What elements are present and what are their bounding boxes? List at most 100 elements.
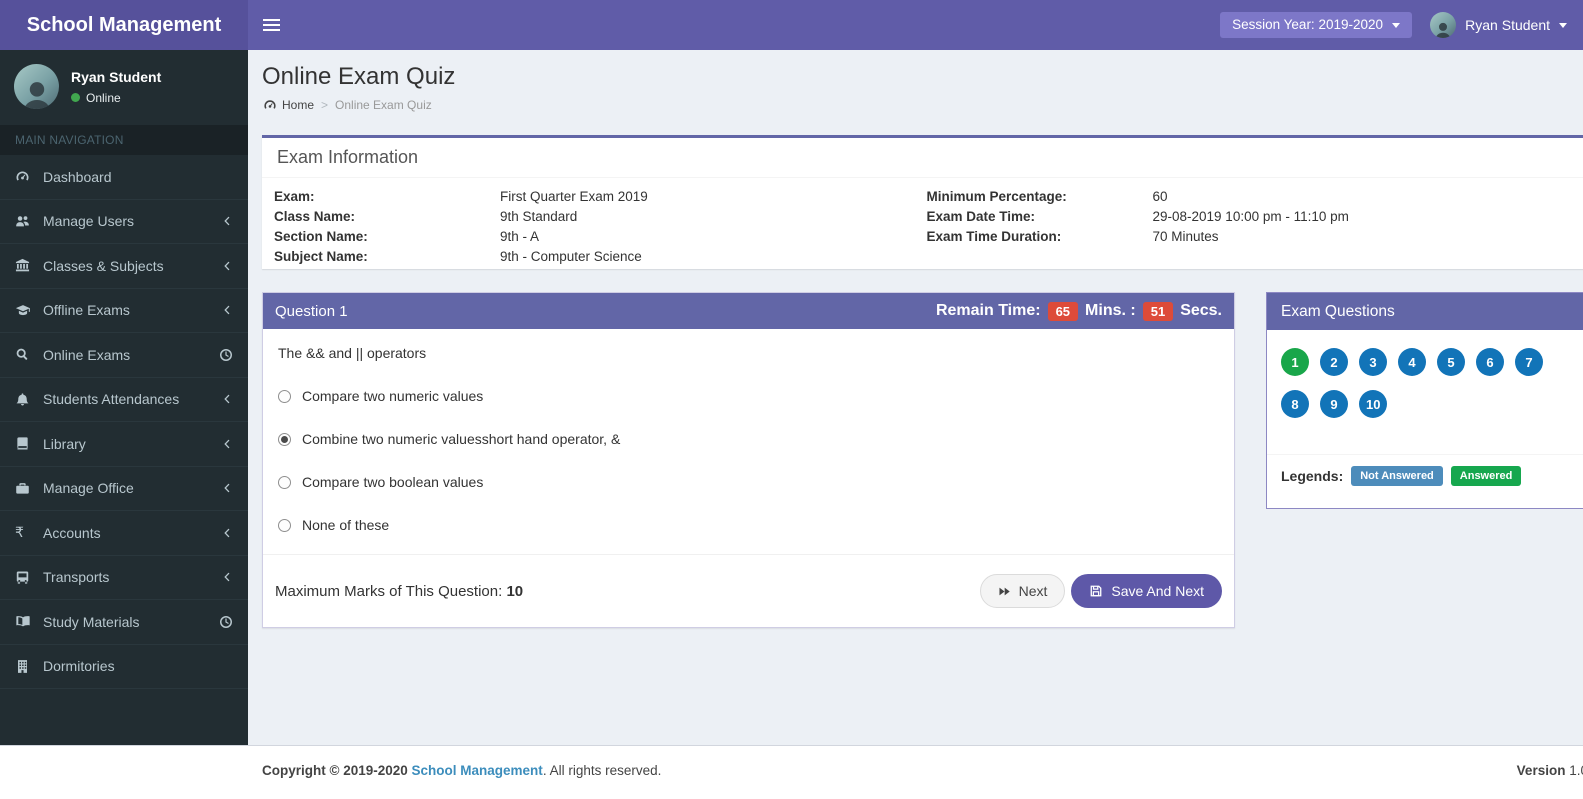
info-value: 9th - Computer Science	[500, 249, 642, 264]
question-number-button[interactable]: 4	[1398, 348, 1426, 376]
max-marks-label: Maximum Marks of This Question:	[275, 582, 503, 600]
legend-not-answered-badge: Not Answered	[1351, 466, 1443, 486]
copyright-suffix: . All rights reserved.	[542, 763, 662, 778]
sidebar-item-study-materials[interactable]: Study Materials	[0, 600, 248, 645]
exam-questions-panel: Exam Questions 1 2 3 4 5 6 7 8 9 10 Lege…	[1266, 292, 1583, 509]
radio-button[interactable]	[278, 475, 291, 489]
sidebar-item-offline-exams[interactable]: Offline Exams	[0, 289, 248, 333]
secs-label: Secs.	[1180, 302, 1222, 319]
sidebar-item-accounts[interactable]: ₹ Accounts	[0, 511, 248, 556]
answer-option[interactable]: Compare two boolean values	[278, 474, 1219, 490]
sidebar-item-classes-subjects[interactable]: Classes & Subjects	[0, 244, 248, 289]
sidebar-item-label: Manage Office	[43, 480, 134, 497]
session-year-dropdown[interactable]: Session Year: 2019-2020	[1220, 12, 1412, 38]
dashboard-icon	[263, 98, 277, 112]
radio-button[interactable]	[278, 518, 291, 532]
question-panel: Question 1 Remain Time: 65 Mins. : 51 Se…	[262, 292, 1235, 628]
breadcrumb-home-link[interactable]: Home	[263, 98, 314, 112]
breadcrumb-current: Online Exam Quiz	[335, 98, 432, 112]
version-label: Version	[1516, 763, 1566, 778]
exam-information-title: Exam Information	[262, 138, 1583, 178]
sidebar-item-online-exams[interactable]: Online Exams	[0, 333, 248, 378]
avatar	[14, 64, 59, 109]
breadcrumb-separator: >	[321, 98, 329, 112]
online-status-icon	[71, 93, 80, 102]
institution-icon	[15, 258, 43, 273]
users-icon	[15, 214, 43, 229]
search-icon	[15, 347, 43, 362]
chevron-left-icon	[221, 438, 233, 450]
version-value: 1.0	[1569, 763, 1583, 778]
exam-questions-title: Exam Questions	[1267, 293, 1583, 330]
bus-icon	[15, 570, 43, 585]
question-number-button[interactable]: 8	[1281, 390, 1309, 418]
answer-option[interactable]: None of these	[278, 517, 1219, 533]
question-number-button[interactable]: 1	[1281, 348, 1309, 376]
question-number-button[interactable]: 5	[1437, 348, 1465, 376]
sidebar-item-dormitories[interactable]: Dormitories	[0, 645, 248, 689]
answer-option[interactable]: Compare two numeric values	[278, 388, 1219, 404]
sidebar-item-library[interactable]: Library	[0, 422, 248, 467]
remain-time: Remain Time: 65 Mins. : 51 Secs.	[936, 301, 1222, 321]
sidebar-item-transports[interactable]: Transports	[0, 556, 248, 600]
radio-button[interactable]	[278, 432, 291, 446]
max-marks: Maximum Marks of This Question: 10	[275, 583, 523, 600]
sidebar-item-label: Dashboard	[43, 168, 112, 185]
user-name: Ryan Student	[1465, 17, 1550, 33]
sidebar-item-dashboard[interactable]: Dashboard	[0, 155, 248, 200]
user-menu[interactable]: Ryan Student	[1424, 0, 1573, 50]
info-value: 70 Minutes	[1152, 229, 1219, 244]
dashboard-icon	[15, 169, 43, 184]
copyright-text: Copyright © 2019-2020 School Management.…	[262, 763, 661, 778]
sidebar-item-manage-office[interactable]: Manage Office	[0, 467, 248, 511]
question-number-button[interactable]: 6	[1476, 348, 1504, 376]
breadcrumb: Home > Online Exam Quiz	[263, 98, 432, 112]
chevron-left-icon	[221, 304, 233, 316]
exam-info-left-column: Exam: First Quarter Exam 2019 Class Name:…	[274, 187, 927, 267]
question-number-button[interactable]: 7	[1515, 348, 1543, 376]
radio-button[interactable]	[278, 389, 291, 403]
main-content: Online Exam Quiz Home > Online Exam Quiz…	[248, 50, 1583, 745]
next-button-label: Next	[1018, 583, 1048, 599]
question-number-button[interactable]: 10	[1359, 390, 1388, 418]
answer-option[interactable]: Combine two numeric valuesshort hand ope…	[278, 431, 1219, 447]
top-navbar: School Management Session Year: 2019-202…	[0, 0, 1583, 50]
bell-icon	[15, 392, 43, 407]
copyright-prefix: Copyright © 2019-2020	[262, 763, 408, 778]
building-icon	[15, 659, 43, 674]
graduation-cap-icon	[15, 303, 43, 318]
chevron-left-icon	[221, 215, 233, 227]
footer-brand-link[interactable]: School Management	[411, 763, 543, 778]
legend-answered-badge: Answered	[1450, 466, 1522, 486]
exam-information-panel: Exam Information Exam: First Quarter Exam…	[262, 135, 1583, 269]
sidebar-item-label: Offline Exams	[43, 302, 130, 319]
save-button-label: Save And Next	[1111, 583, 1204, 599]
option-label: Combine two numeric valuesshort hand ope…	[302, 431, 621, 447]
rupee-icon: ₹	[15, 524, 24, 541]
question-number-button[interactable]: 9	[1320, 390, 1348, 418]
sidebar-item-label: Accounts	[43, 524, 101, 541]
question-number-button[interactable]: 3	[1359, 348, 1387, 376]
sidebar-section-label: MAIN NAVIGATION	[0, 125, 248, 155]
option-label: None of these	[302, 517, 390, 533]
exam-info-right-column: Minimum Percentage: 60 Exam Date Time: 29-…	[927, 187, 1580, 267]
sidebar-item-label: Classes & Subjects	[43, 257, 164, 274]
sidebar-item-manage-users[interactable]: Manage Users	[0, 200, 248, 244]
open-book-icon	[15, 614, 43, 629]
info-value: 29-08-2019 10:00 pm - 11:10 pm	[1152, 209, 1349, 224]
sidebar-toggle-button[interactable]	[248, 0, 294, 50]
info-label: Subject Name:	[274, 249, 368, 264]
app-logo[interactable]: School Management	[0, 0, 248, 50]
mins-label: Mins. :	[1085, 302, 1136, 319]
chevron-down-icon	[1559, 22, 1567, 28]
save-and-next-button[interactable]: Save And Next	[1071, 574, 1222, 608]
user-status[interactable]: Online	[71, 91, 161, 105]
next-button[interactable]: Next	[979, 574, 1066, 608]
question-number-button[interactable]: 2	[1320, 348, 1348, 376]
sidebar-item-students-attendances[interactable]: Students Attendances	[0, 378, 248, 422]
question-number-list: 1 2 3 4 5 6 7 8 9 10	[1267, 330, 1567, 418]
chevron-left-icon	[221, 527, 233, 539]
user-status-label: Online	[86, 90, 121, 105]
question-text: The && and || operators	[278, 345, 427, 361]
sidebar: Ryan Student Online MAIN NAVIGATION Dash…	[0, 50, 248, 745]
